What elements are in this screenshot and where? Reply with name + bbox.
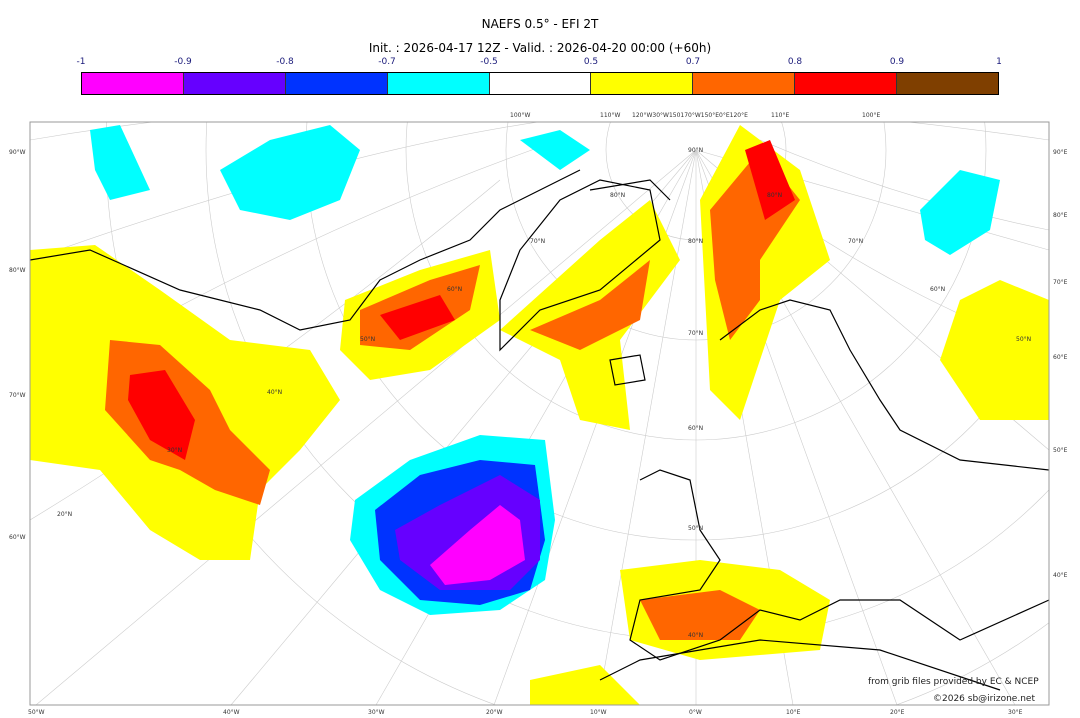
lat-label: 70°N xyxy=(688,330,704,337)
lat-label: 40°N xyxy=(267,389,283,396)
axis-label: 30°E xyxy=(1008,709,1023,716)
lat-label: 50°N xyxy=(1016,336,1032,343)
axis-label: 40°E xyxy=(1053,572,1068,579)
axis-label: 100°W xyxy=(510,112,531,119)
lat-label: 80°N xyxy=(688,238,704,245)
lat-label: 70°N xyxy=(848,238,864,245)
axis-label: 20°E xyxy=(890,709,905,716)
colorbar xyxy=(81,72,999,95)
colorbar-swatch xyxy=(795,73,898,94)
lat-label: 50°N xyxy=(688,525,704,532)
lat-label: 20°N xyxy=(57,511,73,518)
axis-label: 50°E xyxy=(1053,447,1068,454)
colorbar-tick: -0.7 xyxy=(378,57,396,67)
source-credit: from grib files provided by EC & NCEP xyxy=(868,677,1039,687)
axis-label: 70°E xyxy=(1053,279,1068,286)
colorbar-tick: 0.5 xyxy=(583,57,599,67)
axis-label: 0°W xyxy=(689,709,702,716)
colorbar-swatch xyxy=(897,73,999,94)
axis-label: 100°E xyxy=(862,112,881,119)
colorbar-tick: 0.8 xyxy=(787,57,803,67)
lat-label: 80°N xyxy=(610,192,626,199)
colorbar-swatch xyxy=(489,73,592,94)
lat-label: 60°N xyxy=(930,286,946,293)
efi-field xyxy=(30,125,1049,705)
map-frame xyxy=(29,121,1050,706)
map-subtitle: Init. : 2026-04-17 12Z - Valid. : 2026-0… xyxy=(368,41,712,55)
coastlines xyxy=(30,169,1049,691)
lat-label: 90°N xyxy=(688,147,704,154)
colorbar-swatch xyxy=(183,73,286,94)
colorbar-tick: -0.9 xyxy=(174,57,192,67)
lat-label: 40°N xyxy=(688,632,704,639)
axis-label: 40°W xyxy=(223,709,240,716)
axis-label: 50°W xyxy=(28,709,45,716)
axis-label: 90°W xyxy=(9,149,26,156)
axis-label: 10°E xyxy=(786,709,801,716)
axis-label: 120°W30°W150170°W150°E0°E120°E xyxy=(632,112,748,119)
axis-label: 80°W xyxy=(9,267,26,274)
lat-label: 70°N xyxy=(530,238,546,245)
colorbar-swatch xyxy=(285,73,388,94)
colorbar-tick: -1 xyxy=(76,57,86,67)
axis-label: 20°W xyxy=(486,709,503,716)
axis-label: 10°W xyxy=(590,709,607,716)
axis-label: 110°E xyxy=(771,112,790,119)
colorbar-swatch xyxy=(387,73,490,94)
colorbar-tick: 1 xyxy=(996,57,1002,67)
axis-label: 60°W xyxy=(9,534,26,541)
map-title: NAEFS 0.5° - EFI 2T xyxy=(481,17,599,31)
axis-label: 60°E xyxy=(1053,354,1068,361)
lat-label: 80°N xyxy=(767,192,783,199)
axis-label: 90°E xyxy=(1053,149,1068,156)
copyright-credit: ©2026 sb@irizone.net xyxy=(933,694,1035,704)
axis-label: 110°W xyxy=(600,112,621,119)
axis-label: 30°W xyxy=(368,709,385,716)
lat-label: 50°N xyxy=(360,336,376,343)
axis-label: 80°E xyxy=(1053,212,1068,219)
lat-label: 30°N xyxy=(167,447,183,454)
colorbar-tick: 0.7 xyxy=(685,57,701,67)
lat-label: 60°N xyxy=(447,286,463,293)
colorbar-swatch xyxy=(82,73,184,94)
colorbar-tick: 0.9 xyxy=(889,57,905,67)
colorbar-tick: -0.8 xyxy=(276,57,294,67)
axis-label: 70°W xyxy=(9,392,26,399)
colorbar-swatch xyxy=(591,73,694,94)
colorbar-tick: -0.5 xyxy=(480,57,498,67)
colorbar-swatch xyxy=(693,73,796,94)
lat-label: 60°N xyxy=(688,425,704,432)
